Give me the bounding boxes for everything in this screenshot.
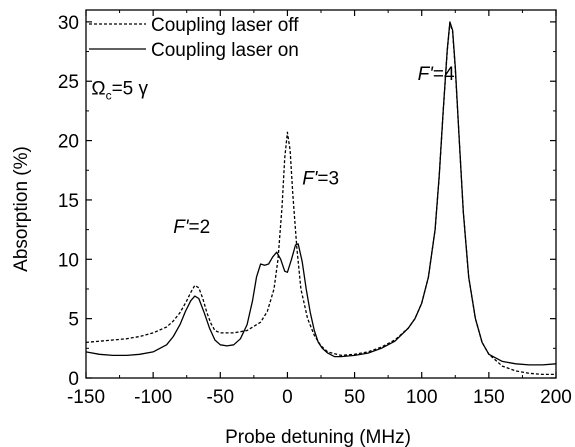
series-coupling-on (85, 21, 557, 366)
x-tick-label: 150 (473, 387, 505, 408)
x-tick-label: -100 (134, 387, 172, 408)
y-tick-label: 25 (58, 72, 79, 93)
x-tick-label: 200 (540, 387, 572, 408)
peak-label: F'=4 (418, 64, 455, 85)
y-tick-label: 10 (58, 250, 79, 271)
peak-label: F'=2 (173, 217, 210, 238)
rabi-frequency-label: Ωc=5 γ (91, 78, 148, 102)
plot-frame (85, 9, 557, 379)
y-tick-label: 20 (58, 132, 79, 153)
y-tick-label: 5 (68, 310, 79, 331)
peak-annotations: F'=2 F'=3 F'=4 Ωc=5 γ (91, 64, 455, 238)
plot-border (85, 9, 557, 379)
x-tick-label: -50 (207, 387, 234, 408)
x-tick-label: 50 (344, 387, 365, 408)
x-axis-label: Probe detuning (MHz) (225, 427, 411, 447)
peak-label: F'=3 (302, 169, 339, 190)
legend-label: Coupling laser on (151, 40, 299, 61)
series-coupling-off (85, 22, 556, 376)
x-tick-label: -150 (67, 387, 105, 408)
x-tick-label: 100 (406, 387, 438, 408)
y-tick-label: 0 (68, 369, 79, 390)
legend: Coupling laser off Coupling laser on (89, 15, 299, 61)
x-tick-label: 0 (282, 387, 293, 408)
y-axis-label: Absorption (%) (11, 146, 32, 272)
data-series (85, 21, 557, 376)
y-tick-label: 30 (58, 13, 79, 34)
y-tick-label: 15 (58, 191, 79, 212)
legend-label: Coupling laser off (151, 15, 299, 36)
axis-ticks: -150 -100 -50 0 50 100 150 200 0 5 10 15 20 25 30 (58, 10, 572, 408)
